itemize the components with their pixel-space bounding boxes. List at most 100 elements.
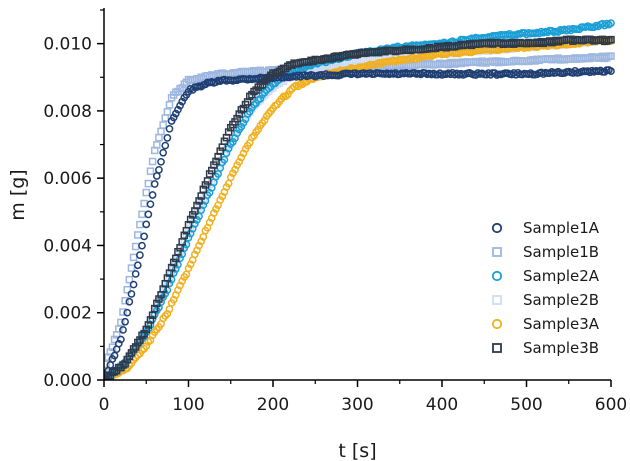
legend-label: Sample1B <box>523 243 599 261</box>
data-point <box>146 200 155 209</box>
data-point <box>134 231 142 239</box>
y-tick-label: 0.010 <box>43 35 92 55</box>
legend-item-Sample2A: Sample2A <box>491 267 600 285</box>
data-point <box>121 317 129 326</box>
data-point <box>554 28 563 36</box>
data-point <box>146 316 155 324</box>
legend-marker <box>492 343 502 353</box>
data-point <box>146 167 155 175</box>
data-point <box>190 250 199 259</box>
data-point <box>161 141 170 150</box>
data-point <box>136 251 144 259</box>
data-point <box>169 258 178 267</box>
data-point <box>174 247 182 256</box>
data-point <box>127 264 136 272</box>
data-point <box>188 211 197 219</box>
data-point <box>127 290 136 298</box>
data-point <box>114 339 123 348</box>
data-point <box>235 110 243 118</box>
data-point <box>144 321 153 329</box>
x-tick-label: 200 <box>257 395 289 415</box>
y-tick-label: 0.004 <box>43 236 92 256</box>
data-point <box>125 275 134 284</box>
legend-label: Sample2B <box>523 291 599 309</box>
data-point <box>142 188 150 197</box>
data-point <box>254 125 263 134</box>
data-point <box>140 330 148 338</box>
legend-item-Sample2B: Sample2B <box>492 291 599 309</box>
legend-item-Sample3A: Sample3A <box>491 315 600 333</box>
data-point <box>153 141 161 149</box>
data-point <box>195 197 203 205</box>
data-point <box>136 220 144 229</box>
x-axis-title: t [s] <box>338 440 376 461</box>
data-point <box>121 296 129 305</box>
data-point <box>216 147 224 155</box>
data-point <box>165 101 174 109</box>
data-point <box>233 129 241 138</box>
data-point <box>226 173 235 182</box>
data-point <box>199 185 208 194</box>
data-point <box>199 233 208 241</box>
data-point <box>138 331 146 340</box>
x-tick-label: 400 <box>426 395 458 415</box>
data-point <box>186 215 195 224</box>
data-point <box>119 308 127 316</box>
data-point <box>169 113 178 122</box>
data-point <box>237 122 246 131</box>
data-point <box>262 75 271 84</box>
data-point <box>224 128 233 136</box>
data-point <box>239 104 248 113</box>
data-point <box>195 241 203 250</box>
data-point <box>600 21 609 30</box>
data-point <box>180 231 189 240</box>
x-tick-label: 100 <box>172 395 204 415</box>
data-point <box>174 105 182 114</box>
y-tick-label: 0.006 <box>43 169 92 189</box>
legend-item-Sample3B: Sample3B <box>492 339 599 357</box>
data-point <box>104 366 108 374</box>
data-point <box>129 280 138 289</box>
data-point <box>150 180 159 188</box>
data-point <box>157 127 165 136</box>
legend-label: Sample2A <box>523 267 600 285</box>
data-point <box>140 199 148 208</box>
data-point <box>142 342 151 350</box>
data-point <box>246 92 254 101</box>
data-point <box>142 220 151 229</box>
data-point <box>178 277 187 285</box>
x-tick-label: 0 <box>99 395 110 415</box>
series-Sample3B <box>104 35 615 380</box>
data-point <box>138 241 146 250</box>
data-point <box>136 336 144 344</box>
data-point <box>131 242 140 251</box>
data-point <box>148 157 157 166</box>
data-point <box>193 201 201 210</box>
data-point <box>119 326 127 334</box>
y-tick-label: 0.008 <box>43 102 92 122</box>
data-point <box>286 86 294 95</box>
data-point <box>129 253 138 262</box>
data-point <box>256 94 265 103</box>
data-point <box>117 318 125 327</box>
legend-item-Sample1B: Sample1B <box>492 243 599 261</box>
legend-marker <box>491 222 503 234</box>
data-point <box>260 116 269 125</box>
data-point <box>607 52 615 60</box>
data-point <box>250 131 258 140</box>
data-point <box>119 361 127 369</box>
data-point <box>159 121 167 129</box>
y-tick-label: 0.000 <box>43 371 92 391</box>
legend-marker <box>492 295 502 305</box>
data-point <box>212 157 220 166</box>
data-point <box>167 263 176 272</box>
data-point <box>142 325 150 334</box>
data-point <box>233 114 241 123</box>
data-point <box>607 35 615 44</box>
data-point <box>125 297 134 306</box>
data-point <box>140 232 148 241</box>
axes-layer: 0 100 200 300 400 500 600 0.000 0.002 0.004 0.006 0… <box>43 8 627 415</box>
legend: Sample1A Sample1B Sample2A Sample2B Sample3A… <box>491 219 600 357</box>
y-tick-label: 0.002 <box>43 304 92 324</box>
